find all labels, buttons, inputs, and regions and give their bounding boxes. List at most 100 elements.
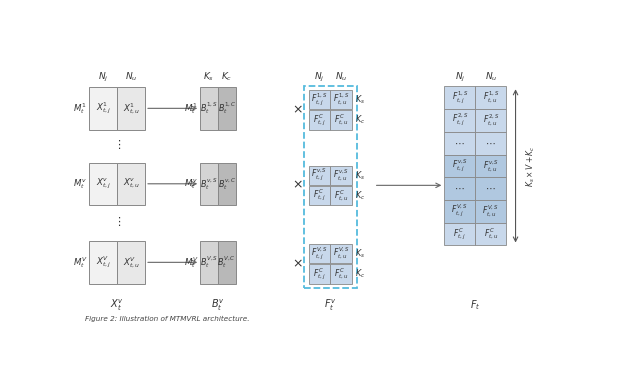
Text: $\cdots$: $\cdots$ xyxy=(485,139,496,148)
Text: $N_j$: $N_j$ xyxy=(454,70,465,84)
Text: $B^{v,S}_{t}$: $B^{v,S}_{t}$ xyxy=(200,176,218,192)
Text: $F^{V,S}_{t,u}$: $F^{V,S}_{t,u}$ xyxy=(483,204,499,219)
Text: $\vdots$: $\vdots$ xyxy=(113,215,121,228)
Text: $F^{1,S}_{t,j}$: $F^{1,S}_{t,j}$ xyxy=(311,92,328,108)
Text: $M^{V}_t$: $M^{V}_t$ xyxy=(184,255,198,270)
Text: $X^{v}_{t,u}$: $X^{v}_{t,u}$ xyxy=(122,177,140,190)
Text: $X_t^v$: $X_t^v$ xyxy=(110,297,124,313)
Text: $K_s$: $K_s$ xyxy=(355,169,365,182)
Text: $K_c$: $K_c$ xyxy=(355,114,365,126)
Text: $B_t^v$: $B_t^v$ xyxy=(211,297,225,313)
Bar xyxy=(308,244,330,264)
Bar xyxy=(476,223,506,246)
Bar xyxy=(476,86,506,109)
Bar xyxy=(444,132,476,155)
Text: $F^{v,S}_{t,u}$: $F^{v,S}_{t,u}$ xyxy=(483,158,499,174)
Text: $X^{1}_{t,j}$: $X^{1}_{t,j}$ xyxy=(95,101,111,116)
Bar xyxy=(117,87,145,130)
Text: $F^{C}_{t,j}$: $F^{C}_{t,j}$ xyxy=(453,226,466,242)
Bar xyxy=(117,163,145,205)
Bar xyxy=(330,186,352,205)
Text: $M^{v}_t$: $M^{v}_t$ xyxy=(184,177,198,190)
Text: $B^{v,C}_{t}$: $B^{v,C}_{t}$ xyxy=(218,176,236,192)
Text: $B^{V,C}_{t}$: $B^{V,C}_{t}$ xyxy=(218,255,236,270)
Text: $B^{1,C}_{t}$: $B^{1,C}_{t}$ xyxy=(218,101,236,116)
Text: $F^{1,S}_{t,j}$: $F^{1,S}_{t,j}$ xyxy=(452,90,468,106)
Text: $F_t$: $F_t$ xyxy=(470,298,481,312)
Bar xyxy=(200,241,218,284)
Bar xyxy=(90,163,117,205)
Bar xyxy=(200,87,218,130)
Bar xyxy=(90,87,117,130)
Text: $M^{v}_t$: $M^{v}_t$ xyxy=(73,177,87,190)
Text: $F^{V,S}_{t,j}$: $F^{V,S}_{t,j}$ xyxy=(451,203,468,219)
Bar xyxy=(218,241,236,284)
Bar xyxy=(117,241,145,284)
Text: $F^{1,S}_{t,u}$: $F^{1,S}_{t,u}$ xyxy=(483,90,499,105)
Text: $\times$: $\times$ xyxy=(292,103,303,116)
Bar xyxy=(476,109,506,132)
Text: $F^{2,S}_{t,u}$: $F^{2,S}_{t,u}$ xyxy=(483,113,499,128)
Bar xyxy=(308,90,330,109)
Text: $K_s \times V + K_c$: $K_s \times V + K_c$ xyxy=(525,145,538,187)
Bar xyxy=(476,177,506,200)
Bar xyxy=(330,264,352,284)
Text: $F^{1,S}_{t,u}$: $F^{1,S}_{t,u}$ xyxy=(333,92,349,108)
Text: $F^{V,S}_{t,u}$: $F^{V,S}_{t,u}$ xyxy=(333,246,349,261)
Text: $K_c$: $K_c$ xyxy=(221,71,232,83)
Bar xyxy=(200,163,218,205)
Bar xyxy=(308,264,330,284)
Text: $\cdots$: $\cdots$ xyxy=(485,184,496,193)
Text: $B^{V,S}_{t}$: $B^{V,S}_{t}$ xyxy=(200,255,218,270)
Text: $F^{C}_{t,u}$: $F^{C}_{t,u}$ xyxy=(334,266,348,281)
Text: $N_j$: $N_j$ xyxy=(314,70,324,84)
Bar xyxy=(308,186,330,205)
Text: $N_u$: $N_u$ xyxy=(125,71,138,83)
Text: $F^{v,S}_{t,j}$: $F^{v,S}_{t,j}$ xyxy=(452,158,468,174)
Bar xyxy=(444,200,476,223)
Bar xyxy=(218,163,236,205)
Text: $F^{V,S}_{t,j}$: $F^{V,S}_{t,j}$ xyxy=(311,246,328,262)
Bar xyxy=(444,109,476,132)
Text: $\vdots$: $\vdots$ xyxy=(113,138,121,151)
Bar xyxy=(308,166,330,185)
Text: $\cdots$: $\cdots$ xyxy=(454,184,465,193)
Bar xyxy=(444,155,476,177)
Text: $F^{C}_{t,u}$: $F^{C}_{t,u}$ xyxy=(334,188,348,203)
Bar xyxy=(330,166,352,185)
Text: $F^{v,S}_{t,u}$: $F^{v,S}_{t,u}$ xyxy=(333,168,349,183)
Text: $K_c$: $K_c$ xyxy=(355,189,365,201)
Text: $K_c$: $K_c$ xyxy=(355,268,365,280)
Text: $K_s$: $K_s$ xyxy=(355,248,365,260)
Text: $F^{v,S}_{t,j}$: $F^{v,S}_{t,j}$ xyxy=(312,167,328,184)
Text: $M^{V}_t$: $M^{V}_t$ xyxy=(73,255,87,270)
Bar xyxy=(90,241,117,284)
Text: $K_s$: $K_s$ xyxy=(204,71,214,83)
Bar xyxy=(308,110,330,130)
Bar xyxy=(476,132,506,155)
Text: $K_s$: $K_s$ xyxy=(355,94,365,106)
Text: $X^{v}_{t,j}$: $X^{v}_{t,j}$ xyxy=(95,177,111,191)
Text: $N_u$: $N_u$ xyxy=(484,71,497,83)
Text: $N_j$: $N_j$ xyxy=(98,70,109,84)
Text: $N_u$: $N_u$ xyxy=(335,71,348,83)
Text: $B^{1,S}_{t}$: $B^{1,S}_{t}$ xyxy=(200,101,218,116)
Text: Figure 2: Illustration of MTMVRL architecture.: Figure 2: Illustration of MTMVRL archite… xyxy=(85,315,250,321)
Text: $F_t^v$: $F_t^v$ xyxy=(324,297,337,313)
Text: $F^{C}_{t,j}$: $F^{C}_{t,j}$ xyxy=(313,266,326,281)
Bar xyxy=(304,86,356,288)
Bar xyxy=(444,223,476,246)
Text: $\times$: $\times$ xyxy=(292,179,303,192)
Bar xyxy=(330,110,352,130)
Bar xyxy=(330,244,352,264)
Text: $F^{C}_{t,u}$: $F^{C}_{t,u}$ xyxy=(334,113,348,127)
Bar xyxy=(476,200,506,223)
Text: $X^{V}_{t,u}$: $X^{V}_{t,u}$ xyxy=(122,255,140,270)
Text: $F^{C}_{t,j}$: $F^{C}_{t,j}$ xyxy=(313,188,326,203)
Text: $X^{1}_{t,u}$: $X^{1}_{t,u}$ xyxy=(122,101,140,116)
Bar xyxy=(476,155,506,177)
Bar xyxy=(218,87,236,130)
Text: $M^{1}_t$: $M^{1}_t$ xyxy=(74,101,86,116)
Text: $F^{2,S}_{t,j}$: $F^{2,S}_{t,j}$ xyxy=(452,112,468,128)
Text: $F^{C}_{t,j}$: $F^{C}_{t,j}$ xyxy=(313,112,326,128)
